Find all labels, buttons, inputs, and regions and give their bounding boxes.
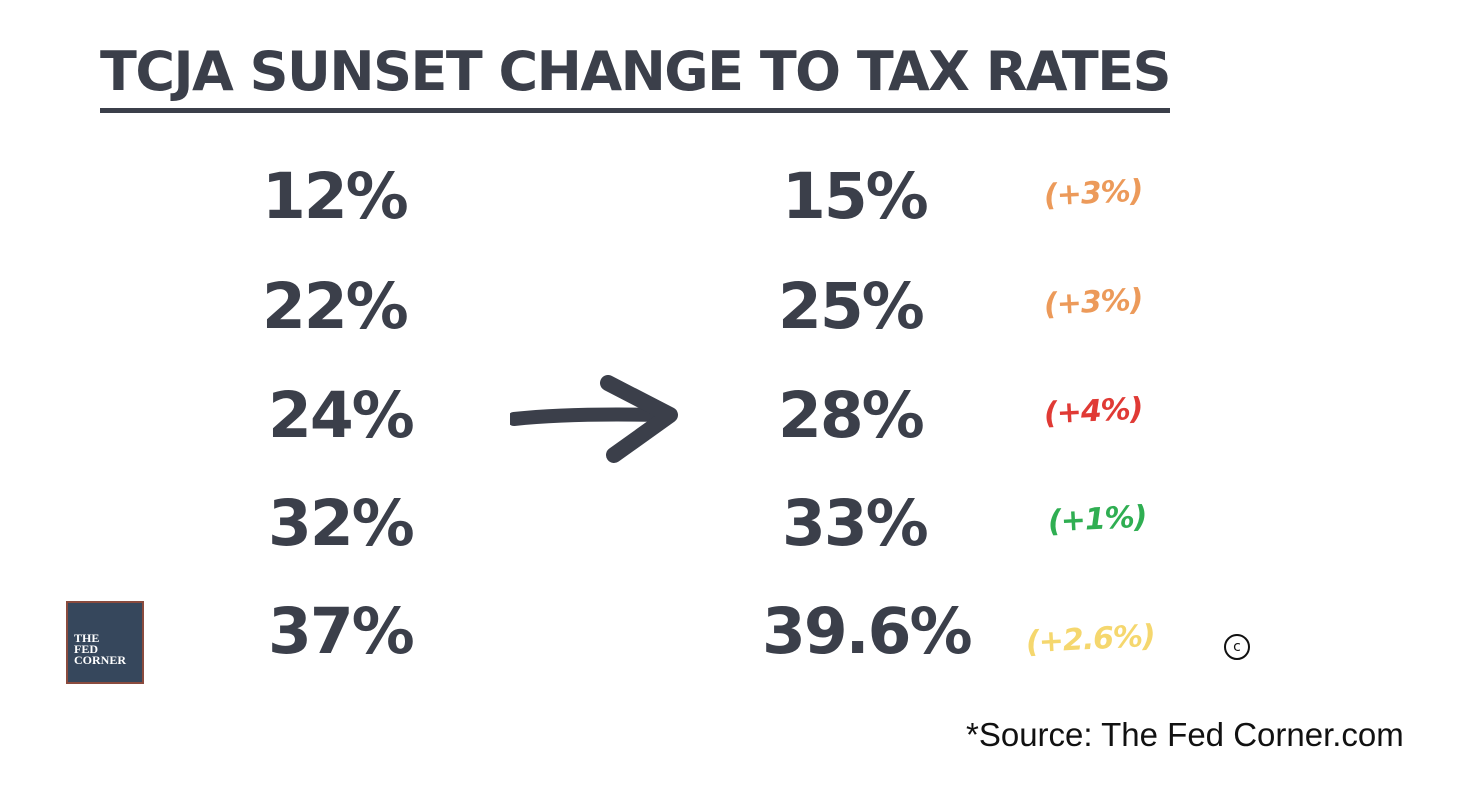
old-rate-5: 37% <box>268 595 415 668</box>
old-rate-4: 32% <box>268 487 415 560</box>
logo-line-2: FED <box>74 642 98 656</box>
right-arrow-icon <box>510 375 678 463</box>
old-rate-2: 22% <box>262 270 409 343</box>
page-title: TCJA SUNSET CHANGE TO TAX RATES <box>100 36 1172 113</box>
old-rate-1: 12% <box>262 160 409 233</box>
new-rate-1: 15% <box>782 160 929 233</box>
change-1: (+3%) <box>1043 173 1144 214</box>
new-rate-2: 25% <box>778 270 925 343</box>
change-2: (+3%) <box>1043 282 1144 323</box>
new-rate-5: 39.6% <box>762 595 973 668</box>
new-rate-4: 33% <box>782 487 929 560</box>
change-4: (+1%) <box>1047 499 1148 540</box>
new-rate-3: 28% <box>778 379 925 452</box>
old-rate-3: 24% <box>268 379 415 452</box>
fed-corner-logo: THE FED CORNER <box>66 601 144 684</box>
change-5: (+2.6%) <box>1025 618 1156 661</box>
logo-line-3: CORNER <box>74 653 127 667</box>
logo-line-1: THE <box>74 631 100 645</box>
copyright-icon: c <box>1224 634 1250 660</box>
change-3: (+4%) <box>1043 391 1144 432</box>
source-note: *Source: The Fed Corner.com <box>966 716 1404 753</box>
